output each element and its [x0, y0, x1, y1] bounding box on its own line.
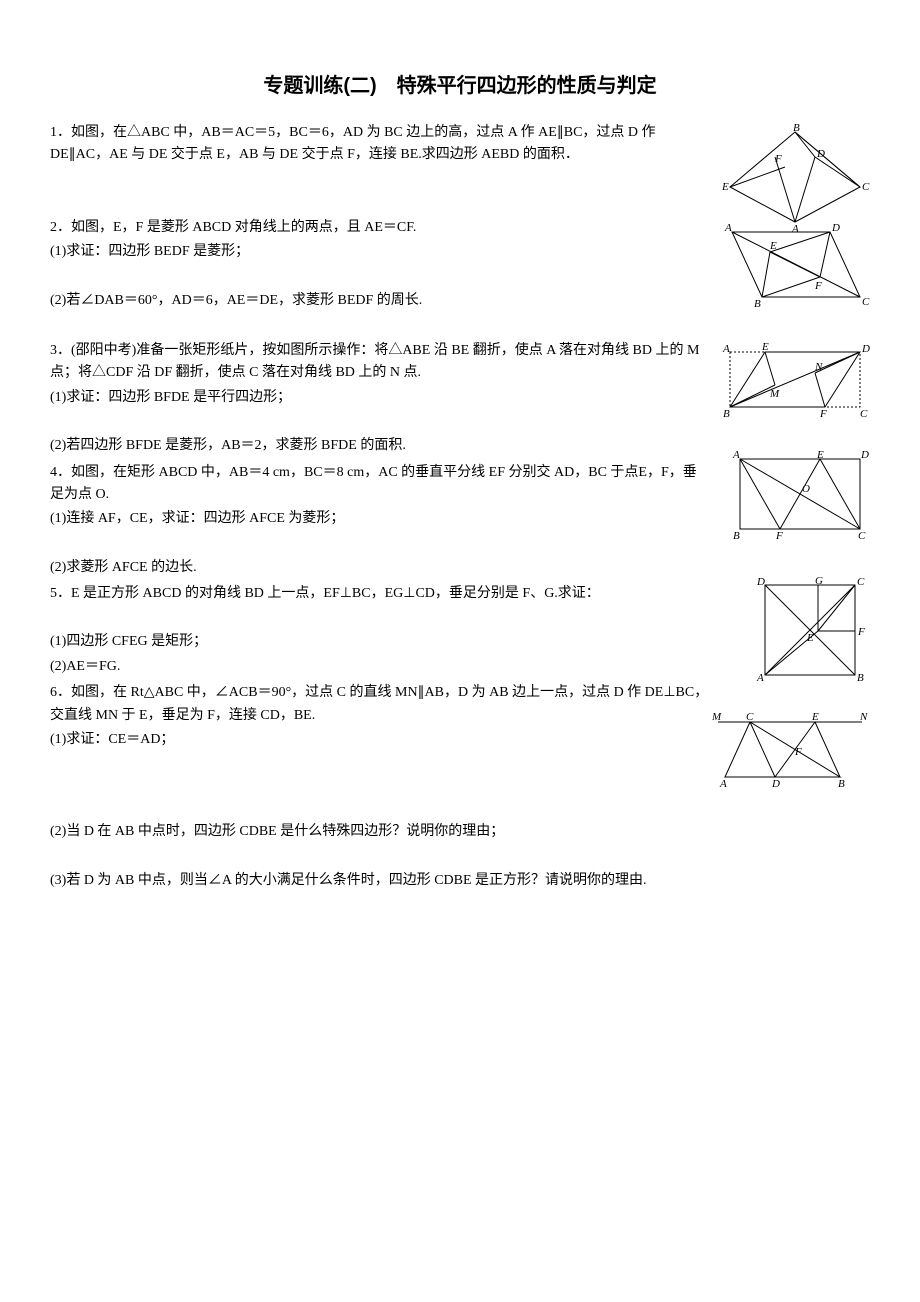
problem-3-sub1: (1)求证：四边形 BFDE 是平行四边形； — [50, 387, 710, 409]
label-E: E — [761, 341, 769, 353]
problem-2: 2．如图，E，F 是菱形 ABCD 对角线上的两点，且 AE＝CF. (1)求证… — [50, 217, 870, 312]
label-B: B — [793, 122, 800, 134]
label-D: D — [861, 343, 870, 355]
label-N: N — [814, 361, 823, 373]
page-title: 专题训练(二) 特殊平行四边形的性质与判定 — [50, 70, 870, 102]
label-E: E — [721, 181, 729, 193]
label-G: G — [815, 575, 823, 587]
problem-5-text: 5．E 是正方形 ABCD 的对角线 BD 上一点，EF⊥BC，EG⊥CD，垂足… — [50, 583, 710, 605]
problem-4-sub2: (2)求菱形 AFCE 的边长. — [50, 557, 710, 579]
problem-1-text: 1．如图，在△ABC 中，AB＝AC＝5，BC＝6，AD 为 BC 边上的高，过… — [50, 122, 710, 167]
label-B: B — [838, 778, 845, 790]
problem-5-sub2: (2)AE＝FG. — [50, 656, 710, 678]
label-A: A — [732, 449, 740, 461]
figure-1: B E C A D F — [720, 122, 870, 232]
problem-5: 5．E 是正方形 ABCD 的对角线 BD 上一点，EF⊥BC，EG⊥CD，垂足… — [50, 583, 870, 678]
label-E: E — [769, 240, 777, 252]
label-F: F — [814, 280, 822, 292]
label-F: F — [774, 153, 782, 165]
problem-4-text: 4．如图，在矩形 ABCD 中，AB＝4 cm，BC＝8 cm，AC 的垂直平分… — [50, 462, 710, 507]
label-F: F — [857, 626, 865, 638]
label-M: M — [711, 711, 722, 723]
problem-4-sub1: (1)连接 AF，CE，求证：四边形 AFCE 为菱形； — [50, 508, 710, 530]
label-D: D — [771, 778, 780, 790]
label-B: B — [754, 298, 761, 310]
problem-2-sub2: (2)若∠DAB＝60°，AD＝6，AE＝DE，求菱形 BEDF 的周长. — [50, 290, 710, 312]
figure-5: D G C A B E F — [750, 573, 870, 693]
figure-6: M C E N A D B F — [710, 707, 870, 792]
label-C: C — [857, 576, 865, 588]
problem-3-text: 3．(邵阳中考)准备一张矩形纸片，按如图所示操作：将△ABE 沿 BE 翻折，使… — [50, 340, 710, 385]
label-D: D — [860, 449, 869, 461]
label-C: C — [858, 530, 866, 542]
problem-5-sub1: (1)四边形 CFEG 是矩形； — [50, 631, 710, 653]
problem-6: 6．如图，在 Rt△ABC 中，∠ACB＝90°，过点 C 的直线 MN∥AB，… — [50, 682, 870, 892]
figure-4: A E D B F C O — [730, 447, 870, 547]
label-C: C — [862, 181, 870, 193]
problem-4: 4．如图，在矩形 ABCD 中，AB＝4 cm，BC＝8 cm，AC 的垂直平分… — [50, 462, 870, 580]
label-D: D — [816, 148, 825, 160]
label-A: A — [722, 343, 730, 355]
label-E: E — [816, 449, 824, 461]
problem-3: 3．(邵阳中考)准备一张矩形纸片，按如图所示操作：将△ABE 沿 BE 翻折，使… — [50, 340, 870, 458]
problem-6-text: 6．如图，在 Rt△ABC 中，∠ACB＝90°，过点 C 的直线 MN∥AB，… — [50, 682, 710, 727]
label-E: E — [811, 711, 819, 723]
problem-3-sub2: (2)若四边形 BFDE 是菱形，AB＝2，求菱形 BFDE 的面积. — [50, 435, 710, 457]
label-M: M — [769, 388, 780, 400]
problem-1: 1．如图，在△ABC 中，AB＝AC＝5，BC＝6，AD 为 BC 边上的高，过… — [50, 122, 870, 167]
problem-6-sub2: (2)当 D 在 AB 中点时，四边形 CDBE 是什么特殊四边形？说明你的理由… — [50, 821, 710, 843]
label-C: C — [860, 408, 868, 420]
label-N: N — [859, 711, 868, 723]
problem-2-sub1: (1)求证：四边形 BEDF 是菱形； — [50, 241, 710, 263]
label-B: B — [723, 408, 730, 420]
figure-2: A D B C E F — [720, 217, 870, 312]
label-A: A — [724, 222, 732, 234]
label-F: F — [775, 530, 783, 542]
label-O: O — [802, 483, 810, 495]
problem-6-sub1: (1)求证：CE＝AD； — [50, 729, 710, 751]
label-F: F — [819, 408, 827, 420]
label-F: F — [794, 746, 802, 758]
label-D: D — [831, 222, 840, 234]
label-C: C — [862, 296, 870, 308]
problem-6-sub3: (3)若 D 为 AB 中点，则当∠A 的大小满足什么条件时，四边形 CDBE … — [50, 870, 710, 892]
label-A: A — [719, 778, 727, 790]
label-B: B — [733, 530, 740, 542]
figure-3: A E D B F C M N — [720, 340, 870, 420]
label-C: C — [746, 711, 754, 723]
problem-2-text: 2．如图，E，F 是菱形 ABCD 对角线上的两点，且 AE＝CF. — [50, 217, 710, 239]
label-E: E — [806, 632, 814, 644]
label-D: D — [756, 576, 765, 588]
